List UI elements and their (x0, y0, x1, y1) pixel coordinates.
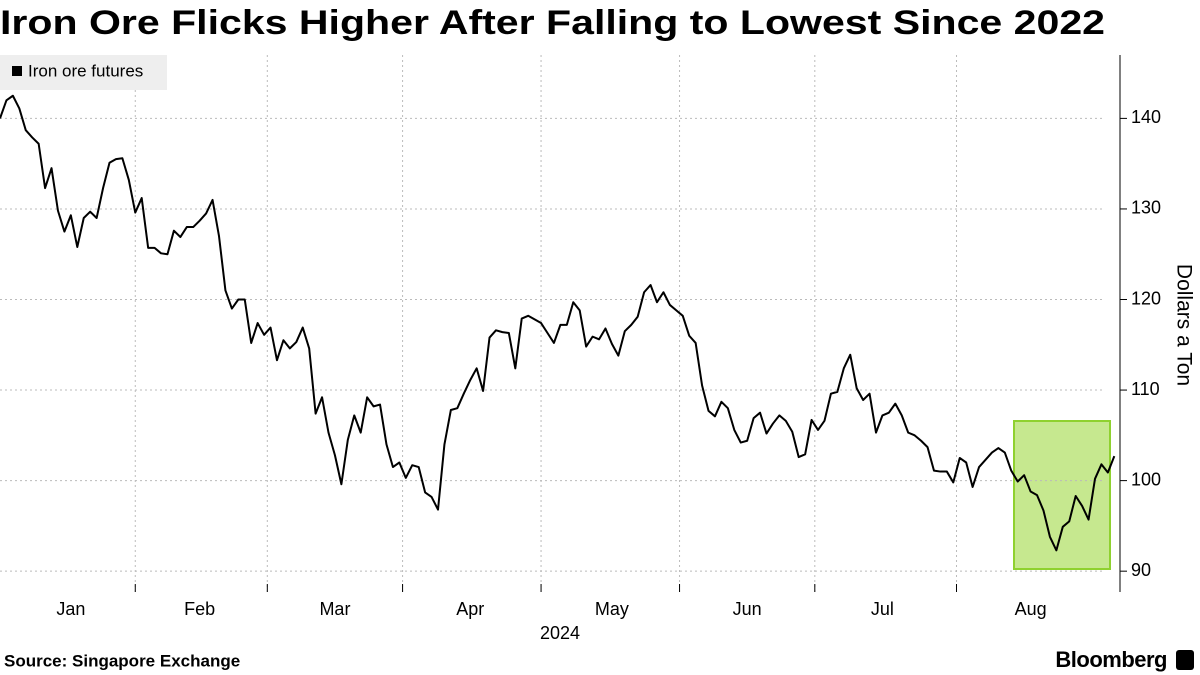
x-tick-label: Apr (456, 599, 484, 619)
x-tick-label: Jun (733, 599, 762, 619)
y-tick-label: 130 (1131, 198, 1161, 218)
x-tick-label: Jan (56, 599, 85, 619)
x-tick-label: Aug (1015, 599, 1047, 619)
x-tick-label: Feb (184, 599, 215, 619)
legend-label: Iron ore futures (28, 61, 143, 80)
line-series (0, 94, 1116, 552)
brand: Bloomberg (1055, 647, 1167, 672)
highlight-box (1013, 420, 1111, 570)
y-tick-label: 100 (1131, 469, 1161, 489)
x-tick-label: Jul (871, 599, 894, 619)
legend-swatch (12, 66, 22, 76)
y-axis-label: Dollars a Ton (1172, 264, 1195, 386)
chart-title: Iron Ore Flicks Higher After Falling to … (0, 4, 1105, 42)
y-tick-label: 110 (1131, 379, 1160, 399)
brand-icon (1176, 650, 1194, 670)
legend-box (0, 55, 167, 90)
y-tick-label: 90 (1131, 560, 1151, 580)
source: Source: Singapore Exchange (4, 651, 240, 670)
y-tick-label: 120 (1131, 288, 1161, 308)
plot (0, 94, 1116, 552)
grid (0, 55, 1105, 592)
x-tick-label: May (595, 599, 629, 619)
y-tick-label: 140 (1131, 107, 1161, 127)
x-axis-label: 2024 (540, 623, 580, 643)
x-tick-label: Mar (319, 599, 350, 619)
